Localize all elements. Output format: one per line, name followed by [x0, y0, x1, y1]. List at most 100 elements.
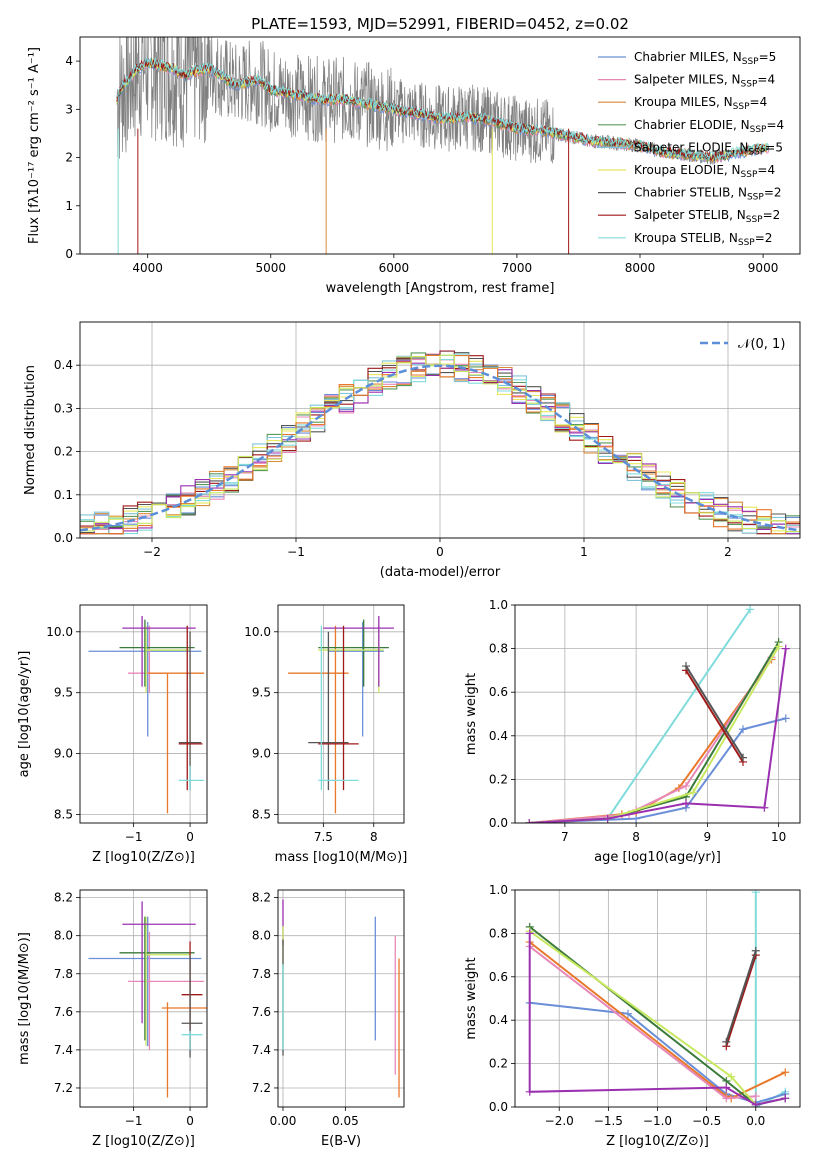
- x-tick-label: 2: [724, 545, 732, 559]
- panel-age_vs_mass: 7.5 8 8.5 9.0 9.5 10.0 mass [log10(M/M⊙)]: [244, 604, 408, 865]
- axes-frame: [79, 604, 208, 824]
- panel-mass_vs_ebv: 0.00 0.05 7.2 7.4 7.6 7.8 8.0 8.2 E(B-V): [252, 889, 405, 1149]
- y-tick-label: 2: [65, 151, 73, 165]
- y-tick-label: 7.2: [252, 1081, 271, 1095]
- x-tick-label: 0: [186, 830, 194, 844]
- x-tick-label: 9: [704, 830, 712, 844]
- x-axis-label: Z [log10(Z/Z⊙)]: [92, 1134, 195, 1149]
- data-point: [739, 725, 747, 734]
- legend-label: Salpeter STELIB, NSSP=2: [634, 208, 780, 225]
- y-axis-label: mass [log10(M/M⊙)]: [17, 932, 32, 1065]
- panel-weight_vs_age: 7 8 9 10 0.0 0.2 0.4 0.6 0.8 1.0 age [log10(age/yr…: [464, 598, 801, 865]
- plot-area: [282, 899, 400, 1098]
- model-spectrum-line: [116, 59, 769, 161]
- data-point: [525, 819, 534, 823]
- x-tick-label: 1: [580, 545, 588, 559]
- x-tick-label: −1: [125, 1114, 143, 1128]
- legend-label: Chabrier ELODIE, NSSP=4: [634, 118, 784, 135]
- y-tick-label: 0.2: [489, 772, 508, 786]
- model-spectrum-line: [116, 56, 770, 161]
- data-point: [624, 1009, 633, 1018]
- x-tick-label: 0.05: [332, 1114, 359, 1128]
- x-tick-label: 7: [561, 830, 569, 844]
- plot-area: [525, 605, 790, 823]
- legend-label: Kroupa ELODIE, NSSP=4: [634, 163, 775, 180]
- axes-frame: [277, 889, 405, 1108]
- x-tick-label: −2: [143, 545, 161, 559]
- y-tick-label: 8.0: [252, 929, 271, 943]
- y-axis-label: mass weight: [464, 673, 479, 755]
- weight-series-line: [685, 669, 744, 763]
- y-tick-label: 0.4: [489, 1013, 508, 1027]
- x-tick-label: −0.5: [692, 1114, 721, 1128]
- y-tick-label: 1.0: [489, 883, 508, 897]
- x-axis-label: Z [log10(Z/Z⊙)]: [606, 1134, 709, 1149]
- y-tick-label: 0.0: [489, 1100, 508, 1114]
- x-tick-label: 9000: [748, 261, 779, 275]
- x-tick-label: 8: [370, 830, 378, 844]
- data-point: [751, 1100, 760, 1107]
- data-point: [722, 1083, 731, 1092]
- y-tick-label: 9.0: [252, 747, 271, 761]
- data-point: [682, 799, 690, 808]
- legend-label: Salpeter ELODIE, NSSP=5: [634, 140, 783, 157]
- y-tick-label: 8.0: [54, 929, 73, 943]
- y-tick-label: 10.0: [46, 625, 73, 639]
- data-point: [781, 1094, 790, 1103]
- data-point: [774, 642, 783, 651]
- y-tick-label: 8.2: [54, 891, 73, 905]
- y-tick-label: 7.2: [54, 1081, 73, 1095]
- data-point: [727, 1072, 736, 1081]
- data-point: [781, 714, 790, 723]
- plot-area: [88, 615, 205, 814]
- plot-area: [88, 901, 207, 1098]
- legend: Chabrier MILES, NSSP=5 Salpeter MILES, NS…: [598, 50, 784, 248]
- y-tick-label: 8.2: [252, 891, 271, 905]
- y-tick-label: 4: [65, 54, 73, 68]
- y-tick-label: 10.0: [244, 625, 271, 639]
- weight-series-line: [725, 950, 757, 1043]
- x-tick-label: 10: [771, 830, 786, 844]
- x-tick-label: 0.0: [746, 1114, 765, 1128]
- x-tick-label: 4000: [132, 261, 163, 275]
- panel-weight_vs_Z: −2.0 −1.5 −1.0 −0.5 0.0 0.0 0.2 0.4 0.6 0.8 1.0 Z […: [464, 883, 801, 1149]
- y-tick-label: 7.6: [54, 1005, 73, 1019]
- data-point: [689, 788, 698, 797]
- y-tick-label: 0.4: [489, 729, 508, 743]
- data-point: [682, 781, 690, 790]
- y-tick-label: 0.2: [54, 445, 73, 459]
- panel-spectrum: 4000 5000 6000 7000 8000 9000 0 1 2 3 4 Chabrier MI…: [27, 36, 801, 296]
- data-point: [722, 1037, 731, 1046]
- y-tick-label: 0.0: [54, 531, 73, 545]
- data-point: [781, 644, 790, 653]
- x-axis-label: mass [log10(M/M⊙)]: [275, 850, 408, 865]
- x-tick-label: 5000: [255, 261, 286, 275]
- y-tick-label: 0.0: [489, 816, 508, 830]
- axes-frame: [514, 889, 801, 1108]
- x-tick-label: 0: [186, 1114, 194, 1128]
- x-tick-label: 8: [632, 830, 640, 844]
- y-tick-label: 8.5: [54, 807, 73, 821]
- weight-series-line: [685, 665, 744, 759]
- data-point: [751, 946, 760, 955]
- y-tick-label: 7.6: [252, 1005, 271, 1019]
- y-axis-label: Normed distribution: [23, 365, 38, 495]
- x-axis-label: wavelength [Angstrom, rest frame]: [326, 281, 555, 296]
- y-axis-label: Flux [fλ10⁻¹⁷ erg cm⁻² s⁻¹ A⁻¹]: [27, 47, 42, 244]
- data-point: [682, 662, 690, 671]
- data-point: [722, 1094, 731, 1103]
- legend-label: Chabrier MILES, NSSP=5: [634, 50, 776, 67]
- x-axis-label: age [log10(age/yr)]: [594, 850, 721, 865]
- y-tick-label: 0.8: [489, 926, 508, 940]
- axes-frame: [79, 321, 801, 539]
- y-tick-label: 1: [65, 199, 73, 213]
- x-tick-label: −1: [125, 830, 143, 844]
- axes-frame: [514, 604, 801, 824]
- x-tick-label: 8000: [625, 261, 656, 275]
- axes-frame: [79, 36, 801, 255]
- y-tick-label: 7.8: [54, 967, 73, 981]
- y-tick-label: 1.0: [489, 598, 508, 612]
- y-tick-label: 9.5: [252, 686, 271, 700]
- y-tick-label: 0.3: [54, 401, 73, 415]
